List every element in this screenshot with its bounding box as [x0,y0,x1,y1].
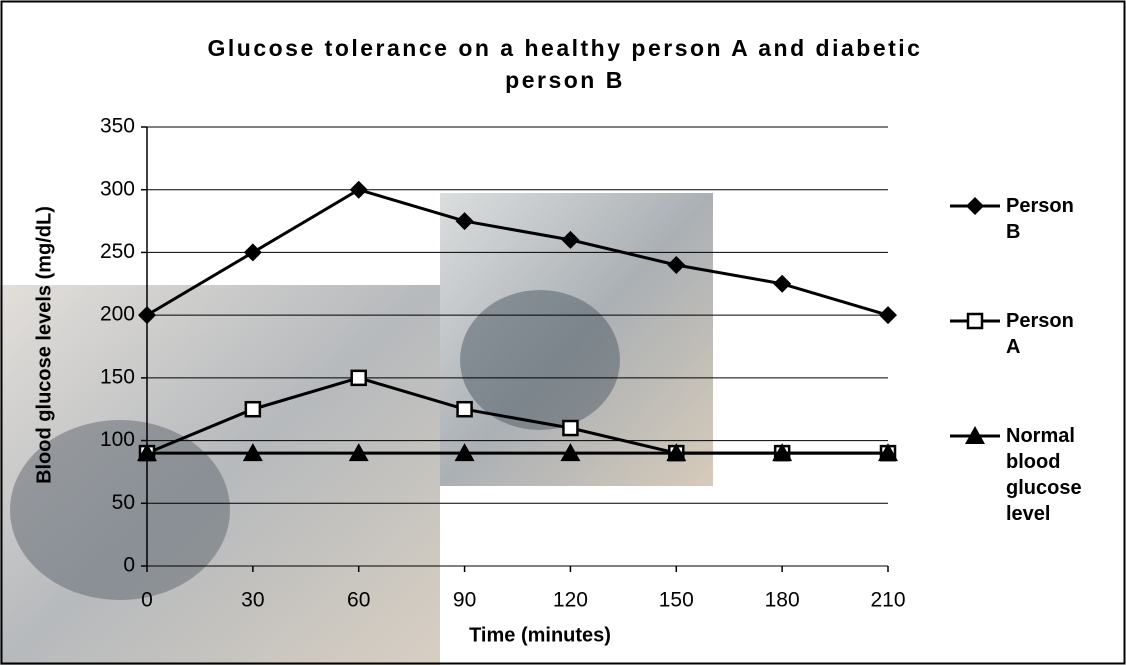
y-tick-label: 300 [100,177,135,200]
x-tick-label: 210 [870,589,905,612]
marker [667,255,686,274]
marker [454,443,475,462]
x-tick-label: 150 [659,589,694,612]
marker [242,443,263,462]
marker [561,230,580,249]
marker [138,306,156,325]
marker [560,443,581,462]
y-tick-label: 200 [100,303,135,326]
marker [772,443,793,462]
x-tick-label: 0 [141,589,153,612]
legend-marker [965,426,985,444]
marker [562,419,579,437]
marker [244,400,262,418]
y-tick-label: 150 [100,365,135,388]
marker [243,243,262,262]
legend-marker [966,197,984,215]
marker [773,274,792,293]
marker [456,400,473,418]
marker [349,180,368,199]
y-tick-label: 0 [123,554,135,577]
legend-marker [966,312,984,330]
x-tick-label: 180 [765,589,800,612]
chart-title: Glucose tolerance on a healthy person A … [207,35,923,93]
y-tick-label: 100 [100,428,135,451]
x-tick-label: 90 [453,589,476,612]
marker [878,443,898,462]
marker [348,443,369,462]
photo-pot [460,290,620,430]
x-tick-label: 30 [241,589,264,612]
x-tick-label: 60 [347,589,370,612]
y-axis-title: Blood glucose levels (mg/dL) [33,206,55,484]
marker [137,443,157,462]
photo-pot [10,420,230,600]
y-tick-label: 50 [112,491,135,514]
legend-label: Person B [1006,195,1074,243]
y-tick-label: 250 [100,240,135,263]
x-axis-title: Time (minutes) [469,624,611,646]
x-tick-label: 120 [553,589,588,612]
marker [666,443,687,462]
marker [350,369,367,387]
marker [879,306,897,325]
legend-label: Normal blood glucose level [1006,425,1082,525]
legend-label: Person A [1006,310,1074,358]
y-tick-label: 350 [100,115,135,138]
series-line [146,188,889,317]
marker [455,212,474,231]
